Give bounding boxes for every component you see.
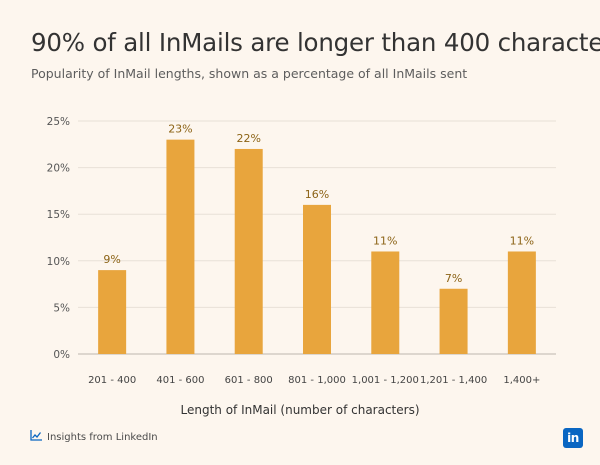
bar xyxy=(98,270,127,354)
data-label: 9% xyxy=(103,253,120,266)
data-label: 7% xyxy=(445,272,462,285)
data-label: 11% xyxy=(373,234,397,247)
chart-subtitle: Popularity of InMail lengths, shown as a… xyxy=(31,66,468,81)
chart-title: 90% of all InMails are longer than 400 c… xyxy=(31,28,600,57)
footer: Insights from LinkedIn xyxy=(30,430,158,444)
y-tick-label: 0% xyxy=(53,349,70,361)
y-tick-label: 15% xyxy=(47,209,70,221)
bar xyxy=(234,148,263,354)
bar xyxy=(371,251,400,354)
bar xyxy=(439,288,468,354)
linkedin-logo: in xyxy=(563,428,583,448)
x-tick-label: 201 - 400 xyxy=(88,375,136,386)
x-tick-label: 1,201 - 1,400 xyxy=(420,375,487,386)
footer-text: Insights from LinkedIn xyxy=(47,431,158,443)
x-tick-label: 801 - 1,000 xyxy=(288,375,346,386)
data-label: 22% xyxy=(236,132,260,145)
y-tick-label: 25% xyxy=(47,116,70,128)
x-tick-label: 1,400+ xyxy=(503,375,540,386)
chart-line-icon xyxy=(30,430,42,444)
x-axis-label: Length of InMail (number of characters) xyxy=(180,403,420,417)
bar-chart: 0% 5% 10% 15% 20% 25% 9% 201 - 400 23% 401 - 600 2… xyxy=(47,116,556,386)
data-label: 23% xyxy=(168,123,192,136)
x-tick-label: 601 - 800 xyxy=(225,375,273,386)
bar xyxy=(166,139,195,354)
x-tick-label: 1,001 - 1,200 xyxy=(352,375,419,386)
x-tick-label: 401 - 600 xyxy=(156,375,204,386)
bar xyxy=(303,204,331,354)
y-tick-label: 5% xyxy=(53,302,70,314)
bar xyxy=(507,251,536,354)
data-label: 11% xyxy=(510,234,534,247)
data-label: 16% xyxy=(305,188,329,201)
y-tick-label: 20% xyxy=(47,163,70,175)
y-tick-label: 10% xyxy=(47,256,70,268)
